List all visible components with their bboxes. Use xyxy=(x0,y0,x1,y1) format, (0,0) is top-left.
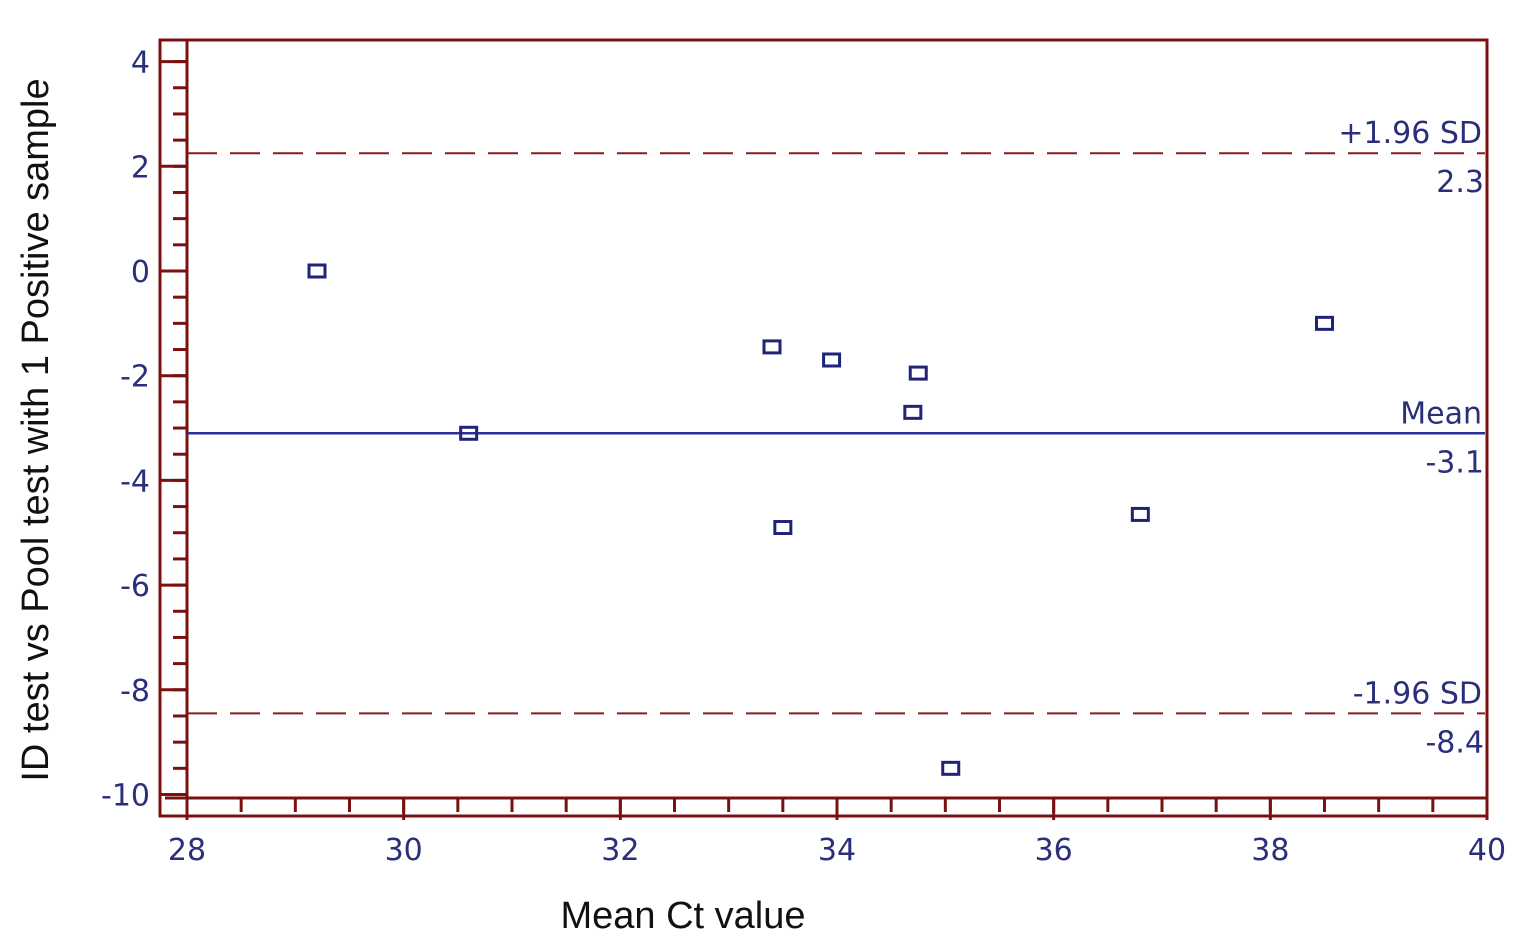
data-points xyxy=(307,263,1334,776)
data-point xyxy=(903,404,923,420)
y-tick-labels: 4 2 0 -2 -4 -6 -8 -10 xyxy=(101,46,150,814)
x-tick-label: 40 xyxy=(1468,833,1506,868)
data-point xyxy=(459,425,479,441)
data-point xyxy=(762,339,782,355)
x-tick-label: 38 xyxy=(1251,833,1289,868)
reference-line-value: 2.3 xyxy=(1436,165,1484,200)
reference-line-name: Mean xyxy=(1400,396,1482,431)
data-point xyxy=(773,520,793,536)
y-tick-label: -10 xyxy=(101,779,150,814)
data-point xyxy=(307,263,327,279)
y-tick-label: 0 xyxy=(131,255,150,290)
y-tick-label: -8 xyxy=(120,674,150,709)
x-tick-label: 28 xyxy=(168,833,206,868)
x-tick-label: 32 xyxy=(601,833,639,868)
reference-line-value: -3.1 xyxy=(1425,445,1484,480)
major-ticks xyxy=(159,40,1489,820)
data-point xyxy=(1130,506,1150,522)
reference-line-value: -8.4 xyxy=(1425,725,1484,760)
y-tick-label: 4 xyxy=(131,46,150,81)
plot-frame xyxy=(158,38,1489,818)
reference-line-name: +1.96 SD xyxy=(1338,116,1482,151)
y-tick-label: -6 xyxy=(120,569,150,604)
y-axis-title: ID test vs Pool test with 1 Positive sam… xyxy=(15,78,57,781)
y-tick-label: -4 xyxy=(120,464,150,499)
minor-ticks xyxy=(173,60,1489,812)
x-tick-labels: 28 30 32 34 36 38 40 xyxy=(168,833,1506,868)
x-tick-label: 34 xyxy=(818,833,856,868)
data-point xyxy=(941,760,961,776)
x-axis-title: Mean Ct value xyxy=(560,895,805,937)
data-point xyxy=(1315,315,1334,331)
data-point xyxy=(908,365,928,381)
reference-line-name: -1.96 SD xyxy=(1353,676,1482,711)
reference-lines: +1.96 SD 2.3 Mean -3.1 -1.96 SD -8.4 xyxy=(187,116,1485,760)
y-tick-label: 2 xyxy=(131,150,150,185)
data-point xyxy=(822,352,842,368)
x-tick-label: 30 xyxy=(385,833,423,868)
x-tick-label: 36 xyxy=(1035,833,1073,868)
y-tick-label: -2 xyxy=(120,360,150,395)
